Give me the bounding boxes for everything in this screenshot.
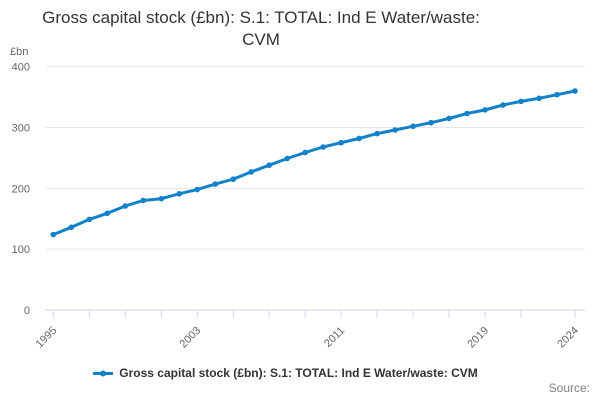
source-label: Source: bbox=[548, 381, 590, 395]
y-axis-tick-label: 300 bbox=[12, 123, 30, 135]
data-point-marker[interactable] bbox=[500, 102, 506, 108]
x-axis-tick-label: 2024 bbox=[555, 325, 581, 351]
data-point-marker[interactable] bbox=[446, 115, 452, 122]
y-axis-tick-label: 200 bbox=[12, 183, 30, 195]
y-axis-tick-label: 100 bbox=[12, 244, 30, 256]
y-axis-tick-label: 0 bbox=[24, 305, 30, 317]
data-point-marker[interactable] bbox=[266, 162, 272, 169]
data-point-marker[interactable] bbox=[536, 95, 542, 102]
data-point-marker[interactable] bbox=[572, 88, 578, 94]
data-point-marker[interactable] bbox=[230, 176, 236, 183]
chart-title-line1: Gross capital stock (£bn): S.1: TOTAL: I… bbox=[42, 8, 480, 27]
x-axis-tick-label: 2011 bbox=[322, 325, 347, 350]
data-point-marker[interactable] bbox=[158, 195, 165, 202]
data-point-marker[interactable] bbox=[104, 210, 111, 217]
legend-line-symbol bbox=[93, 370, 114, 376]
data-point-marker[interactable] bbox=[248, 169, 254, 175]
data-point-marker[interactable] bbox=[122, 203, 129, 209]
data-point-marker[interactable] bbox=[338, 139, 344, 146]
data-point-marker[interactable] bbox=[176, 191, 183, 197]
data-point-marker[interactable] bbox=[554, 91, 560, 98]
chart-title: Gross capital stock (£bn): S.1: TOTAL: I… bbox=[0, 7, 522, 51]
series-line[interactable] bbox=[51, 89, 577, 237]
data-point-marker[interactable] bbox=[356, 135, 362, 142]
data-point-marker[interactable] bbox=[284, 155, 290, 162]
data-point-marker[interactable] bbox=[194, 186, 201, 193]
data-point-marker[interactable] bbox=[518, 98, 524, 105]
data-point-marker[interactable] bbox=[464, 110, 470, 117]
data-point-marker[interactable] bbox=[410, 123, 416, 130]
x-axis-tick-label: 1995 bbox=[34, 325, 60, 351]
data-point-marker[interactable] bbox=[482, 107, 488, 113]
chart-title-line2: CVM bbox=[242, 30, 280, 49]
legend-item-label: Gross capital stock (£bn): S.1: TOTAL: I… bbox=[119, 366, 478, 380]
data-point-marker[interactable] bbox=[86, 216, 93, 223]
data-point-marker[interactable] bbox=[212, 181, 219, 187]
data-point-marker[interactable] bbox=[140, 197, 147, 204]
x-axis-tick-label: 2003 bbox=[178, 325, 204, 351]
data-point-marker[interactable] bbox=[320, 144, 326, 150]
data-point-marker[interactable] bbox=[428, 119, 434, 126]
legend-item[interactable]: Gross capital stock (£bn): S.1: TOTAL: I… bbox=[93, 366, 478, 380]
legend: Gross capital stock (£bn): S.1: TOTAL: I… bbox=[0, 366, 571, 380]
data-point-marker[interactable] bbox=[392, 127, 398, 133]
data-point-marker[interactable] bbox=[50, 231, 57, 238]
data-point-marker[interactable] bbox=[68, 224, 75, 231]
data-point-marker[interactable] bbox=[302, 149, 308, 156]
data-point-marker[interactable] bbox=[374, 130, 380, 137]
y-axis-unit-label: £bn bbox=[10, 46, 29, 58]
y-axis-tick-label: 400 bbox=[12, 62, 30, 74]
legend-symbol-marker bbox=[100, 370, 107, 376]
x-axis-tick-label: 2019 bbox=[465, 325, 491, 351]
